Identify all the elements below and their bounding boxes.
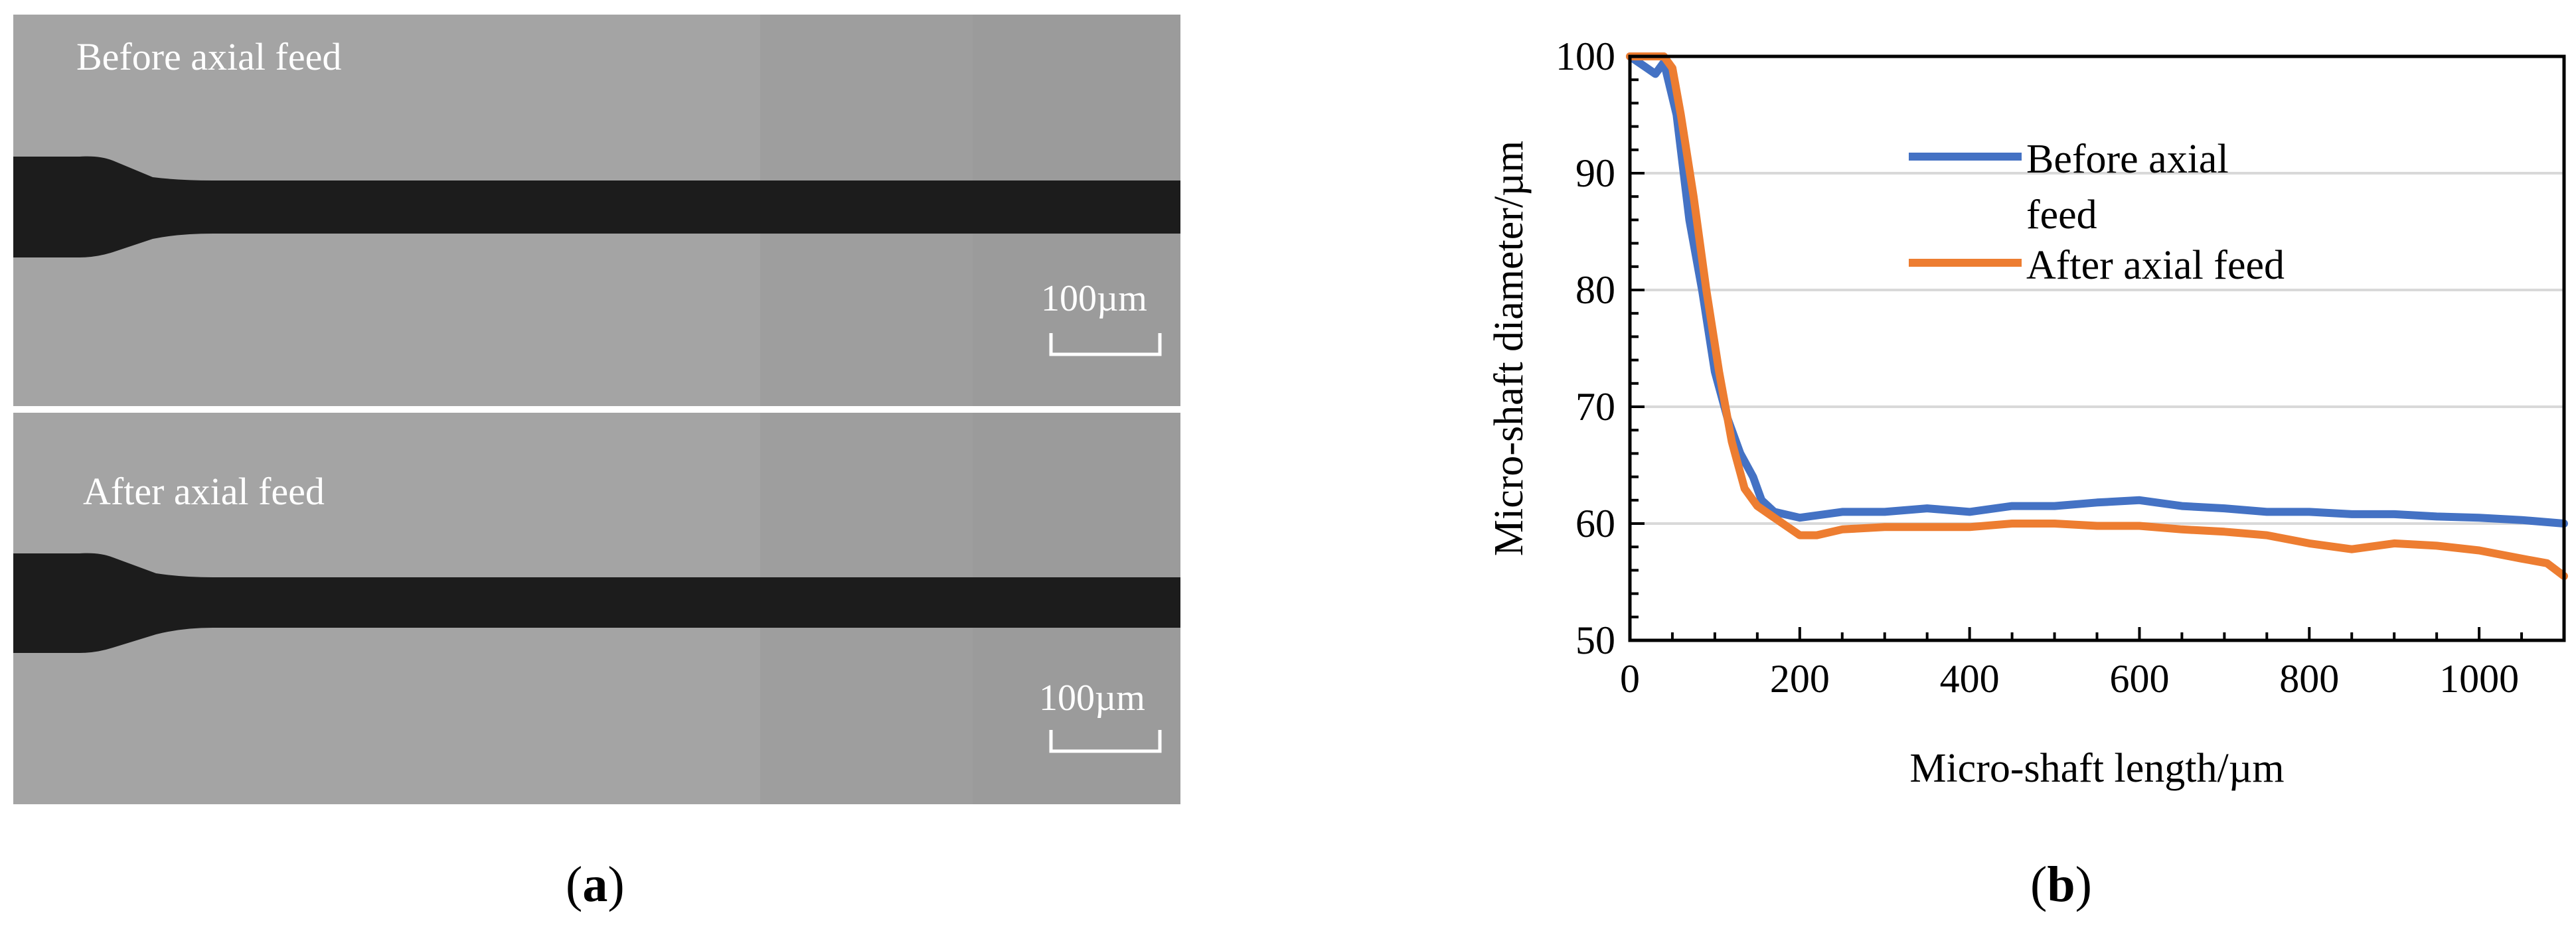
scale-bar [1049,730,1162,753]
before-axial-feed-label: Before axial feed [76,35,342,78]
micrograph-before-axial-feed: Before axial feed 100µm [13,15,1180,406]
x-axis-title: Micro-shaft length/µm [1909,746,2284,791]
micrograph-after-image [13,413,1180,804]
y-tick-label: 100 [1556,35,1615,78]
caption-a: (a) [566,857,625,912]
caption-b-letter: b [2047,857,2075,912]
legend-label: Before axial [2026,137,2229,182]
scale-bar-label: 100µm [1039,677,1145,719]
x-tick-label: 200 [1770,657,1830,701]
series-line-after [1626,52,2568,581]
series-lines [1626,52,2568,581]
scale-bar [1049,333,1162,356]
x-tick-label: 800 [2279,657,2339,701]
legend-label: feed [2026,192,2097,238]
caption-b: (b) [2030,857,2092,912]
x-tick-label: 600 [2109,657,2169,701]
y-tick-label: 90 [1575,151,1615,195]
scale-bar-label: 100µm [1041,278,1147,319]
y-tick-label: 70 [1575,385,1615,429]
y-tick-label: 60 [1575,502,1615,545]
x-tick-label: 0 [1620,657,1640,701]
legend-label: After axial feed [2026,243,2285,288]
axes [1628,54,2566,642]
series-line-before [1626,52,2568,528]
y-axis-title: Micro-shaft diameter/µm [1487,141,1532,556]
y-tick-label: 50 [1575,618,1615,662]
y-tick-label: 80 [1575,268,1615,312]
tick-labels: 0 200 400 600 800 1000 50 60 70 80 90 100 [1556,35,2519,701]
after-axial-feed-label: After axial feed [83,470,325,513]
micrograph-after-axial-feed: After axial feed 100µm [13,413,1180,804]
micrograph-before-image [13,15,1180,406]
x-tick-label: 400 [1940,657,2000,701]
caption-a-letter: a [582,857,608,912]
x-tick-label: 1000 [2439,657,2519,701]
legend: Before axial feed After axial feed [1909,137,2285,288]
